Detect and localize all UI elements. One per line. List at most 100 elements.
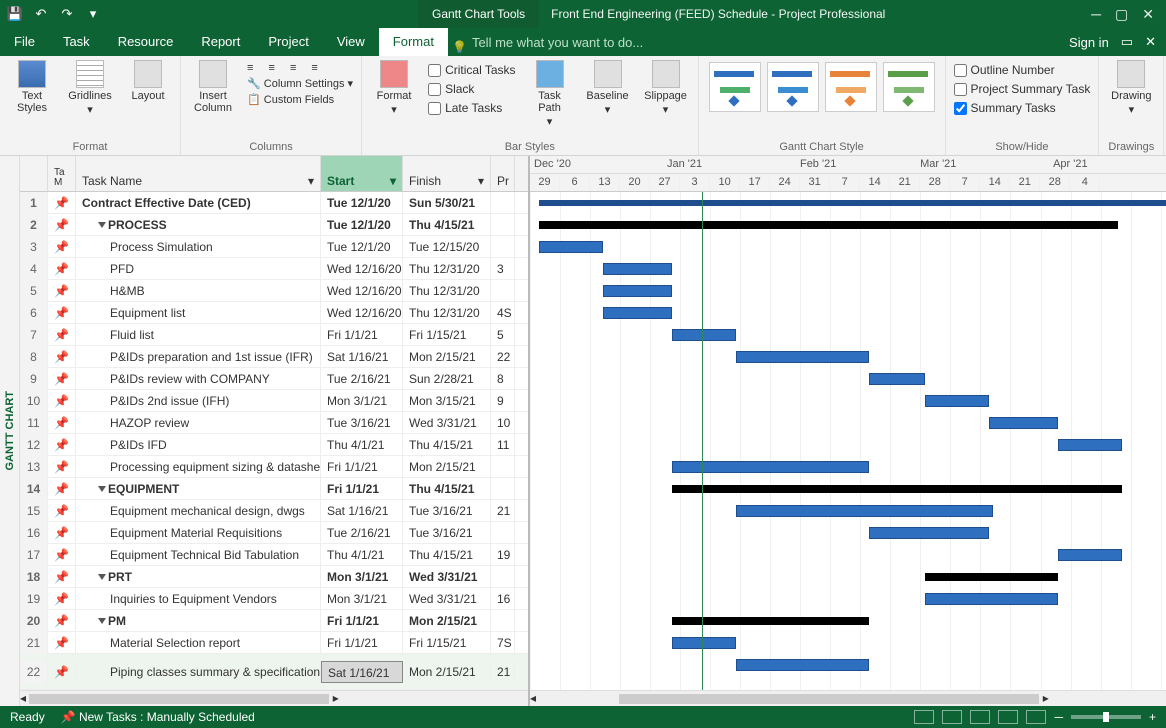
task-name-cell[interactable]: PRT bbox=[76, 566, 321, 588]
task-name-cell[interactable]: Equipment mechanical design, dwgs bbox=[76, 500, 321, 522]
start-cell[interactable]: Thu 4/1/21 bbox=[321, 544, 403, 566]
predecessor-cell[interactable] bbox=[491, 478, 515, 500]
task-name-cell[interactable]: Inquiries to Equipment Vendors bbox=[76, 588, 321, 610]
finish-cell[interactable]: Wed 3/31/21 bbox=[403, 588, 491, 610]
finish-cell[interactable]: Mon 2/15/21 bbox=[403, 456, 491, 478]
finish-cell[interactable]: Thu 4/15/21 bbox=[403, 434, 491, 456]
start-cell[interactable]: Fri 1/1/21 bbox=[321, 456, 403, 478]
view-button-5[interactable] bbox=[1026, 710, 1046, 724]
table-row[interactable]: 22📌Piping classes summary & specificatio… bbox=[20, 654, 528, 690]
table-row[interactable]: 20📌PMFri 1/1/21Mon 2/15/21 bbox=[20, 610, 528, 632]
task-name-cell[interactable]: P&IDs preparation and 1st issue (IFR) bbox=[76, 346, 321, 368]
start-cell[interactable]: Sat 1/16/21 bbox=[321, 346, 403, 368]
start-cell[interactable]: Wed 12/16/20 bbox=[321, 258, 403, 280]
task-name-cell[interactable]: EQUIPMENT bbox=[76, 478, 321, 500]
finish-cell[interactable]: Sun 2/28/21 bbox=[403, 368, 491, 390]
view-button-1[interactable] bbox=[914, 710, 934, 724]
zoom-slider[interactable] bbox=[1071, 715, 1141, 719]
task-bar[interactable] bbox=[603, 307, 672, 319]
predecessor-cell[interactable] bbox=[491, 214, 515, 236]
task-name-cell[interactable]: HAZOP review bbox=[76, 412, 321, 434]
view-button-2[interactable] bbox=[942, 710, 962, 724]
header-predecessors[interactable]: Pr bbox=[491, 156, 515, 191]
task-name-cell[interactable]: Processing equipment sizing & datasheets bbox=[76, 456, 321, 478]
task-bar[interactable] bbox=[736, 659, 869, 671]
start-cell[interactable]: Tue 12/1/20 bbox=[321, 236, 403, 258]
drawing-button[interactable]: Drawing▾ bbox=[1107, 60, 1155, 116]
start-cell[interactable]: Tue 2/16/21 bbox=[321, 368, 403, 390]
task-bar[interactable] bbox=[1058, 549, 1122, 561]
task-name-cell[interactable]: PFD bbox=[76, 258, 321, 280]
table-row[interactable]: 4📌PFDWed 12/16/20Thu 12/31/203 bbox=[20, 258, 528, 280]
table-row[interactable]: 17📌Equipment Technical Bid TabulationThu… bbox=[20, 544, 528, 566]
task-name-cell[interactable]: Piping classes summary & specifications bbox=[76, 661, 321, 683]
start-cell[interactable]: Wed 12/16/20 bbox=[321, 302, 403, 324]
table-row[interactable]: 5📌H&MBWed 12/16/20Thu 12/31/20 bbox=[20, 280, 528, 302]
gantt-style-option[interactable] bbox=[767, 62, 819, 112]
table-row[interactable]: 14📌EQUIPMENTFri 1/1/21Thu 4/15/21 bbox=[20, 478, 528, 500]
finish-cell[interactable]: Thu 12/31/20 bbox=[403, 302, 491, 324]
finish-cell[interactable]: Mon 2/15/21 bbox=[403, 346, 491, 368]
finish-cell[interactable]: Thu 4/15/21 bbox=[403, 214, 491, 236]
gridlines-button[interactable]: Gridlines▾ bbox=[66, 60, 114, 116]
finish-cell[interactable]: Tue 3/16/21 bbox=[403, 500, 491, 522]
outline-number-checkbox[interactable]: Outline Number bbox=[954, 62, 1091, 78]
tab-report[interactable]: Report bbox=[187, 28, 254, 56]
finish-cell[interactable]: Tue 12/15/20 bbox=[403, 236, 491, 258]
tab-file[interactable]: File bbox=[0, 28, 49, 56]
tell-me-input[interactable]: Tell me what you want to do... bbox=[448, 35, 643, 50]
insert-column-button[interactable]: Insert Column bbox=[189, 60, 237, 114]
predecessor-cell[interactable] bbox=[491, 456, 515, 478]
grid-hscroll[interactable]: ◂ ▸ bbox=[20, 690, 528, 706]
mdi-close-icon[interactable]: ✕ bbox=[1145, 34, 1156, 50]
start-cell[interactable]: Tue 2/16/21 bbox=[321, 522, 403, 544]
signin-link[interactable]: Sign in bbox=[1069, 35, 1109, 50]
start-cell[interactable]: Mon 3/1/21 bbox=[321, 566, 403, 588]
start-cell[interactable]: Sat 1/16/21 bbox=[321, 500, 403, 522]
task-name-cell[interactable]: Equipment Material Requisitions bbox=[76, 522, 321, 544]
table-row[interactable]: 9📌P&IDs review with COMPANYTue 2/16/21Su… bbox=[20, 368, 528, 390]
align-buttons[interactable]: ≡ ≡ ≡ ≡ bbox=[247, 62, 353, 74]
header-start[interactable]: Start▾ bbox=[321, 156, 403, 191]
predecessor-cell[interactable]: 22 bbox=[491, 346, 515, 368]
gantt-style-option[interactable] bbox=[883, 62, 935, 112]
start-cell[interactable]: Fri 1/1/21 bbox=[321, 610, 403, 632]
table-row[interactable]: 2📌PROCESSTue 12/1/20Thu 4/15/21 bbox=[20, 214, 528, 236]
predecessor-cell[interactable]: 11 bbox=[491, 434, 515, 456]
ribbon-options-icon[interactable]: ▭ bbox=[1121, 34, 1133, 50]
layout-button[interactable]: Layout bbox=[124, 60, 172, 102]
summary-bar[interactable] bbox=[539, 221, 1118, 229]
task-bar[interactable] bbox=[1058, 439, 1122, 451]
zoom-out-icon[interactable]: ─ bbox=[1054, 710, 1063, 724]
tab-task[interactable]: Task bbox=[49, 28, 104, 56]
task-bar[interactable] bbox=[869, 373, 925, 385]
minimize-icon[interactable]: ─ bbox=[1091, 6, 1101, 23]
gantt-style-option[interactable] bbox=[825, 62, 877, 112]
task-bar[interactable] bbox=[603, 263, 672, 275]
table-row[interactable]: 19📌Inquiries to Equipment VendorsMon 3/1… bbox=[20, 588, 528, 610]
start-cell[interactable]: Sat 1/16/21 bbox=[321, 661, 403, 683]
start-cell[interactable]: Thu 4/1/21 bbox=[321, 434, 403, 456]
task-bar[interactable] bbox=[672, 329, 736, 341]
start-cell[interactable]: Fri 1/1/21 bbox=[321, 324, 403, 346]
finish-cell[interactable]: Wed 3/31/21 bbox=[403, 566, 491, 588]
start-cell[interactable]: Mon 3/1/21 bbox=[321, 588, 403, 610]
start-cell[interactable]: Tue 12/1/20 bbox=[321, 214, 403, 236]
task-bar[interactable] bbox=[736, 351, 869, 363]
tab-format[interactable]: Format bbox=[379, 28, 448, 56]
task-name-cell[interactable]: Contract Effective Date (CED) bbox=[76, 192, 321, 214]
gantt-style-option[interactable] bbox=[709, 62, 761, 112]
task-bar[interactable] bbox=[989, 417, 1058, 429]
predecessor-cell[interactable] bbox=[491, 522, 515, 544]
table-row[interactable]: 8📌P&IDs preparation and 1st issue (IFR)S… bbox=[20, 346, 528, 368]
column-settings-button[interactable]: 🔧 Column Settings ▾ bbox=[247, 77, 353, 90]
format-dropdown-button[interactable]: Format▾ bbox=[370, 60, 418, 116]
predecessor-cell[interactable]: 21 bbox=[491, 500, 515, 522]
view-button-3[interactable] bbox=[970, 710, 990, 724]
summary-tasks-checkbox[interactable]: Summary Tasks bbox=[954, 100, 1091, 116]
header-mode[interactable]: Ta M bbox=[48, 156, 76, 191]
status-newtasks[interactable]: 📌 New Tasks : Manually Scheduled bbox=[61, 710, 255, 724]
baseline-button[interactable]: Baseline▾ bbox=[584, 60, 632, 116]
start-cell[interactable]: Mon 3/1/21 bbox=[321, 390, 403, 412]
summary-bar[interactable] bbox=[672, 485, 1122, 493]
